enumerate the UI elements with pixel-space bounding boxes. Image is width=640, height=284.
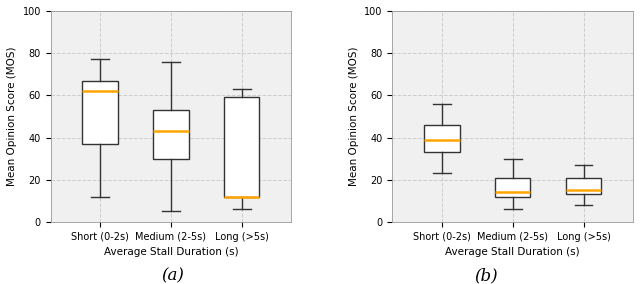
X-axis label: Average Stall Duration (s): Average Stall Duration (s)	[104, 247, 238, 257]
Y-axis label: Mean Opinion Score (MOS): Mean Opinion Score (MOS)	[349, 47, 358, 186]
Y-axis label: Mean Opinion Score (MOS): Mean Opinion Score (MOS)	[7, 47, 17, 186]
Text: (b): (b)	[475, 267, 498, 284]
PathPatch shape	[566, 178, 601, 195]
PathPatch shape	[224, 97, 259, 197]
PathPatch shape	[153, 110, 189, 158]
Text: (a): (a)	[161, 267, 184, 284]
X-axis label: Average Stall Duration (s): Average Stall Duration (s)	[445, 247, 580, 257]
PathPatch shape	[495, 178, 531, 197]
PathPatch shape	[83, 81, 118, 144]
PathPatch shape	[424, 125, 460, 152]
